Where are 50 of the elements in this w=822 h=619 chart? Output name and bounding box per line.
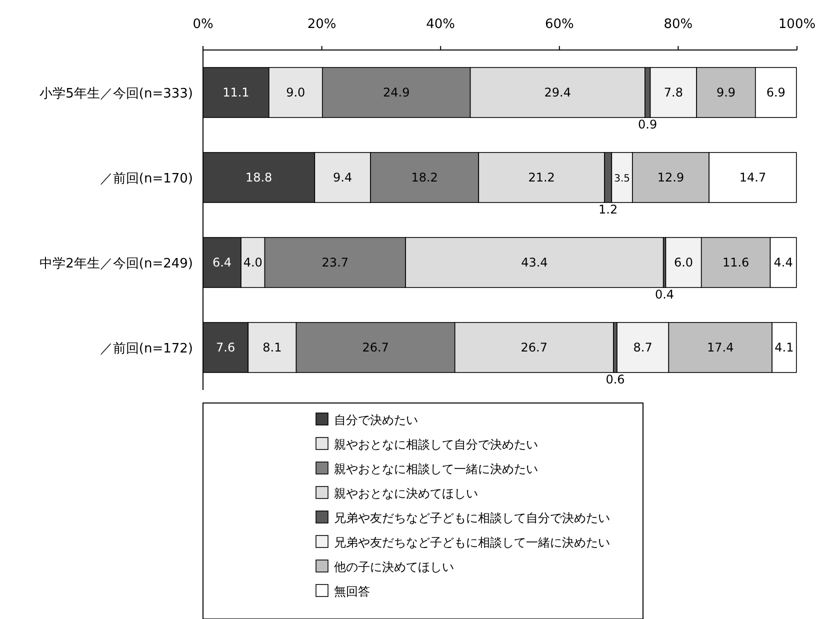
- data-label: 8.1: [262, 340, 282, 354]
- data-label: 8.7: [633, 340, 652, 354]
- x-tick-label: 100%: [778, 17, 816, 32]
- data-label: 12.9: [657, 170, 684, 184]
- data-label: 18.8: [245, 170, 272, 184]
- x-tick-label: 20%: [307, 17, 336, 32]
- data-label: 9.9: [716, 86, 736, 100]
- data-label: 4.0: [243, 256, 262, 270]
- data-label: 6.0: [674, 256, 694, 270]
- data-label: 17.4: [707, 340, 734, 354]
- data-label: 43.4: [521, 256, 548, 270]
- data-label: 0.9: [638, 118, 658, 132]
- y-tick-label: ／前回(n=172): [100, 342, 193, 356]
- data-label: 7.6: [216, 340, 236, 354]
- data-label: 14.7: [739, 170, 766, 184]
- legend-label: 自分で決めたい: [334, 413, 418, 427]
- data-label: 26.7: [520, 340, 548, 354]
- data-label: 9.4: [333, 170, 352, 184]
- data-label: 4.1: [774, 340, 794, 354]
- data-label: 26.7: [362, 340, 389, 354]
- data-label: 4.4: [774, 256, 793, 270]
- data-label: 3.5: [614, 174, 630, 184]
- data-label: 24.9: [382, 86, 410, 100]
- data-label: 0.6: [606, 372, 625, 386]
- x-tick-label: 60%: [544, 17, 574, 32]
- legend-label: 兄弟や友だちなど子どもに相談して自分で決めたい: [334, 511, 610, 525]
- data-label: 1.2: [598, 202, 618, 216]
- y-tick-label: 小学5年生／今回(n=333): [40, 86, 193, 102]
- data-label: 0.4: [654, 288, 674, 302]
- legend-label: 兄弟や友だちなど子どもに相談して一緒に決めたい: [334, 536, 610, 550]
- y-tick-label: ／前回(n=170): [100, 172, 193, 186]
- data-label: 29.4: [544, 86, 571, 100]
- data-label: 11.6: [722, 256, 750, 270]
- legend-label: 親やおとなに決めてほしい: [334, 486, 478, 500]
- data-label: 23.7: [322, 256, 349, 270]
- data-label: 9.0: [286, 86, 306, 100]
- legend-label: 他の子に決めてほしい: [334, 560, 454, 574]
- legend-label: 無回答: [334, 584, 370, 598]
- data-label: 6.4: [212, 256, 232, 270]
- data-label: 11.1: [222, 86, 250, 100]
- data-label: 18.2: [411, 170, 438, 184]
- data-label: 6.9: [766, 86, 786, 100]
- x-tick-label: 80%: [664, 17, 693, 32]
- legend-label: 親やおとなに相談して自分で決めたい: [334, 438, 538, 452]
- data-label: 21.2: [528, 170, 555, 184]
- x-tick-label: 0%: [192, 17, 214, 32]
- x-tick-label: 40%: [426, 17, 456, 32]
- y-tick-label: 中学2年生／今回(n=249): [40, 256, 193, 272]
- legend-label: 親やおとなに相談して一緒に決めたい: [334, 462, 538, 476]
- data-label: 7.8: [664, 86, 683, 100]
